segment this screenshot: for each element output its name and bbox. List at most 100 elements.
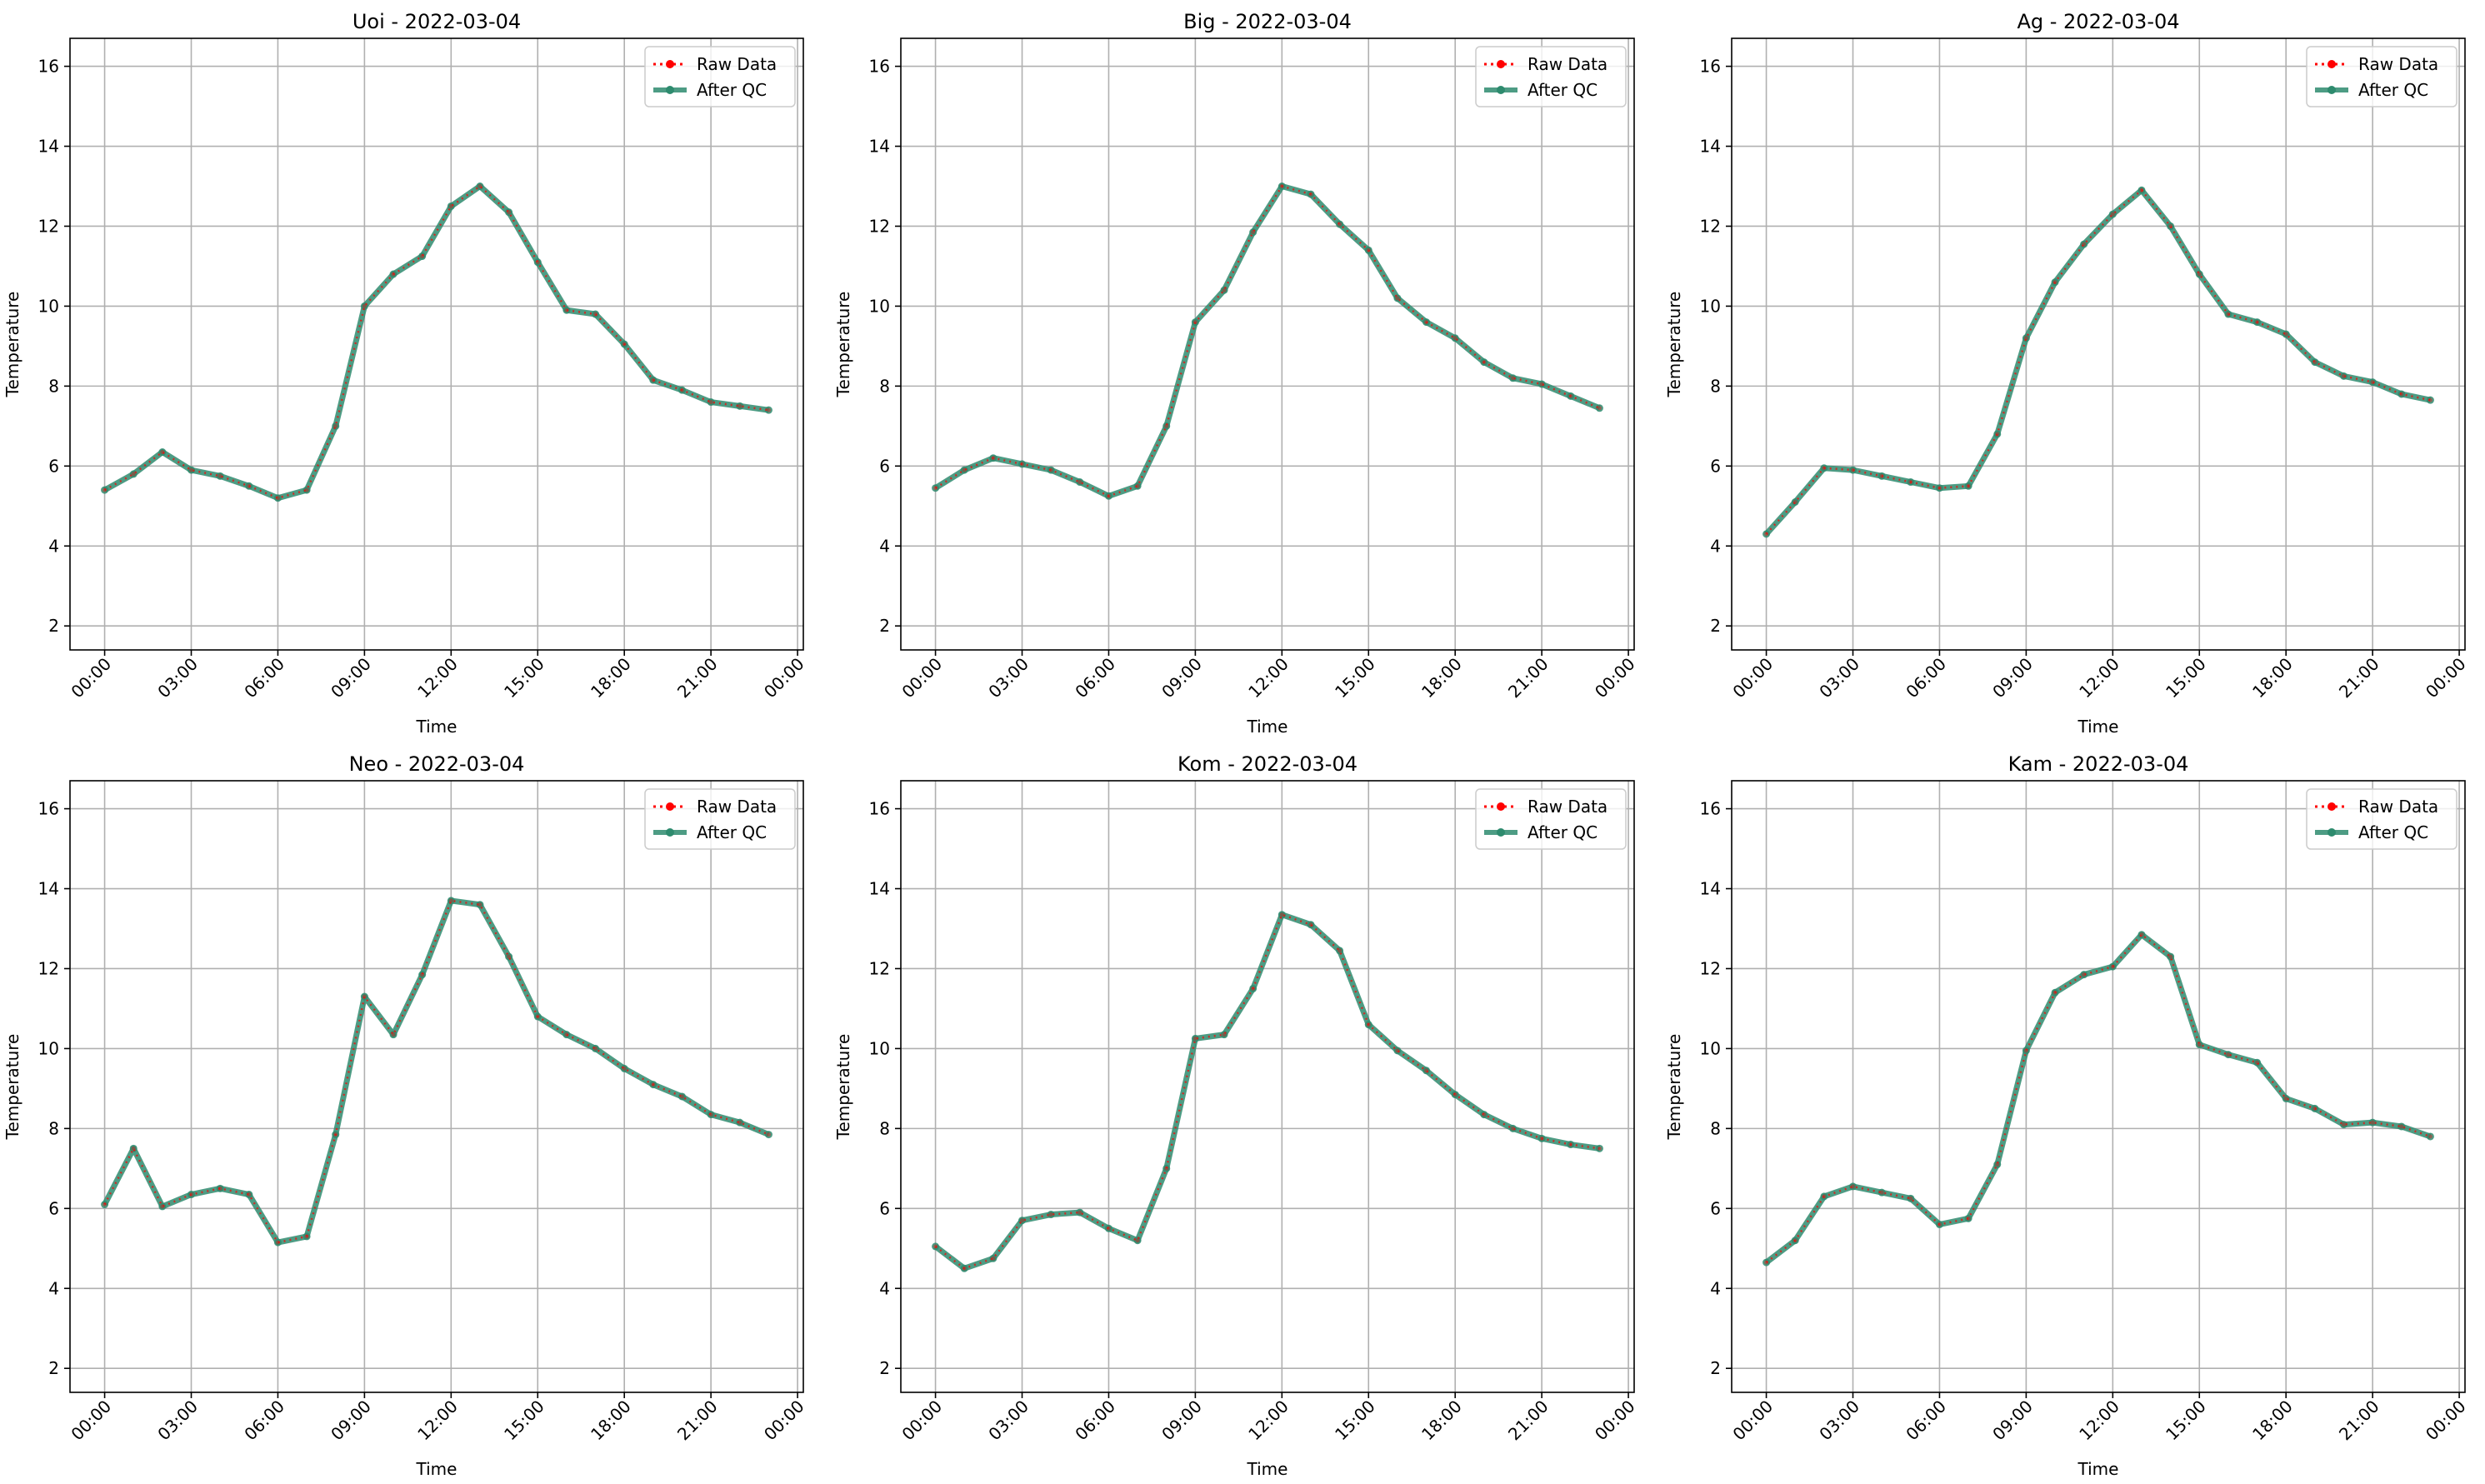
plot-frame bbox=[69, 37, 804, 651]
data-point-raw-data bbox=[478, 184, 482, 189]
data-point-raw-data bbox=[1135, 1238, 1140, 1243]
data-point-raw-data bbox=[1937, 1222, 1942, 1227]
data-point-raw-data bbox=[218, 1186, 222, 1191]
data-point-after-qc bbox=[1993, 1161, 2002, 1169]
data-point-after-qc bbox=[736, 402, 744, 410]
y-tick-label: 16 bbox=[38, 57, 59, 77]
data-point-raw-data bbox=[1597, 406, 1602, 411]
x-axis-label: Time bbox=[416, 1459, 458, 1479]
y-tick-label: 12 bbox=[1700, 958, 1721, 978]
legend-label-raw-data: Raw Data bbox=[2358, 54, 2438, 74]
y-axis-label: Temperature bbox=[1664, 1034, 1684, 1141]
data-point-after-qc bbox=[1508, 374, 1517, 382]
legend-label-after-qc: After QC bbox=[2358, 822, 2428, 842]
data-point-raw-data bbox=[247, 1192, 252, 1197]
data-point-after-qc bbox=[1993, 430, 2002, 438]
data-point-after-qc bbox=[418, 971, 427, 979]
data-point-after-qc bbox=[1849, 1182, 1858, 1191]
y-tick-label: 2 bbox=[1710, 1358, 1721, 1378]
legend-marker-after-qc bbox=[2328, 86, 2336, 94]
data-point-raw-data bbox=[2312, 1106, 2318, 1111]
data-point-after-qc bbox=[2368, 378, 2377, 387]
data-point-raw-data bbox=[651, 377, 656, 382]
data-point-after-qc bbox=[764, 1131, 772, 1139]
data-point-raw-data bbox=[2370, 380, 2375, 385]
data-point-raw-data bbox=[1424, 320, 1429, 325]
data-point-after-qc bbox=[1878, 1188, 1886, 1197]
data-point-after-qc bbox=[245, 1191, 253, 1199]
y-tick-label: 16 bbox=[869, 57, 890, 77]
y-axis-label: Temperature bbox=[833, 292, 853, 398]
legend-marker-after-qc bbox=[1497, 828, 1505, 837]
data-point-raw-data bbox=[275, 1240, 280, 1245]
y-tick-label: 8 bbox=[48, 1118, 59, 1138]
data-point-after-qc bbox=[2426, 1132, 2434, 1141]
data-point-after-qc bbox=[2398, 390, 2406, 398]
data-point-after-qc bbox=[764, 406, 772, 414]
x-axis-label: Time bbox=[2078, 1459, 2119, 1479]
data-point-raw-data bbox=[564, 1032, 569, 1037]
y-tick-label: 14 bbox=[869, 137, 890, 157]
data-point-after-qc bbox=[447, 897, 455, 905]
data-point-raw-data bbox=[2399, 392, 2404, 397]
y-tick-label: 16 bbox=[869, 799, 890, 819]
y-tick-label: 4 bbox=[879, 1278, 890, 1298]
legend-label-raw-data: Raw Data bbox=[1528, 797, 1608, 817]
chart-title: Big - 2022-03-04 bbox=[1183, 10, 1352, 33]
data-point-after-qc bbox=[592, 310, 600, 318]
data-point-raw-data bbox=[391, 1032, 396, 1037]
data-point-raw-data bbox=[1164, 1166, 1169, 1171]
data-point-raw-data bbox=[2255, 320, 2260, 325]
data-point-raw-data bbox=[247, 483, 252, 488]
chart-title: Kam - 2022-03-04 bbox=[2008, 752, 2189, 776]
data-point-raw-data bbox=[1366, 1022, 1371, 1027]
y-tick-label: 14 bbox=[38, 879, 59, 899]
data-point-raw-data bbox=[1192, 1036, 1198, 1041]
data-point-after-qc bbox=[989, 1254, 998, 1262]
x-axis-label: Time bbox=[1247, 717, 1288, 737]
data-point-raw-data bbox=[1908, 480, 1913, 485]
data-point-after-qc bbox=[562, 1031, 571, 1039]
y-tick-label: 4 bbox=[48, 1278, 59, 1298]
data-point-raw-data bbox=[1937, 486, 1942, 491]
data-point-raw-data bbox=[131, 1146, 136, 1151]
data-point-raw-data bbox=[391, 272, 396, 277]
y-tick-label: 6 bbox=[879, 1198, 890, 1218]
data-point-raw-data bbox=[2283, 332, 2288, 337]
data-point-raw-data bbox=[933, 486, 938, 491]
data-point-after-qc bbox=[649, 376, 658, 384]
data-point-raw-data bbox=[1851, 467, 1856, 472]
data-point-raw-data bbox=[2399, 1124, 2404, 1129]
data-point-raw-data bbox=[1452, 336, 1458, 341]
series-line-after-qc bbox=[102, 183, 769, 502]
data-point-raw-data bbox=[1764, 532, 1769, 537]
data-point-raw-data bbox=[622, 342, 627, 347]
legend-marker-raw-data bbox=[2328, 802, 2336, 811]
data-point-after-qc bbox=[2339, 372, 2348, 380]
data-point-raw-data bbox=[2052, 990, 2058, 995]
data-point-raw-data bbox=[1995, 432, 2000, 437]
chart-title: Ag - 2022-03-04 bbox=[2017, 10, 2179, 33]
data-point-raw-data bbox=[1395, 1048, 1400, 1053]
series-line-raw-data bbox=[934, 913, 1600, 1270]
data-point-raw-data bbox=[2341, 1122, 2346, 1127]
data-point-after-qc bbox=[273, 1238, 282, 1247]
legend: Raw Data After QC bbox=[1475, 46, 1627, 107]
y-axis-label: Temperature bbox=[833, 1034, 853, 1141]
data-point-after-qc bbox=[2311, 358, 2319, 367]
legend-marker-raw-data bbox=[666, 802, 674, 811]
y-tick-label: 6 bbox=[48, 1198, 59, 1218]
data-point-after-qc bbox=[2282, 1094, 2290, 1102]
data-point-raw-data bbox=[962, 467, 967, 472]
data-point-raw-data bbox=[1279, 184, 1284, 189]
plot-frame bbox=[1731, 37, 2466, 651]
data-point-after-qc bbox=[216, 1184, 224, 1192]
data-point-after-qc bbox=[1964, 1214, 1972, 1222]
data-point-raw-data bbox=[708, 400, 713, 405]
data-point-raw-data bbox=[420, 972, 425, 977]
data-point-after-qc bbox=[1508, 1124, 1517, 1132]
data-point-after-qc bbox=[1393, 1047, 1402, 1055]
data-point-raw-data bbox=[1424, 1068, 1429, 1073]
data-point-raw-data bbox=[2197, 1042, 2202, 1047]
